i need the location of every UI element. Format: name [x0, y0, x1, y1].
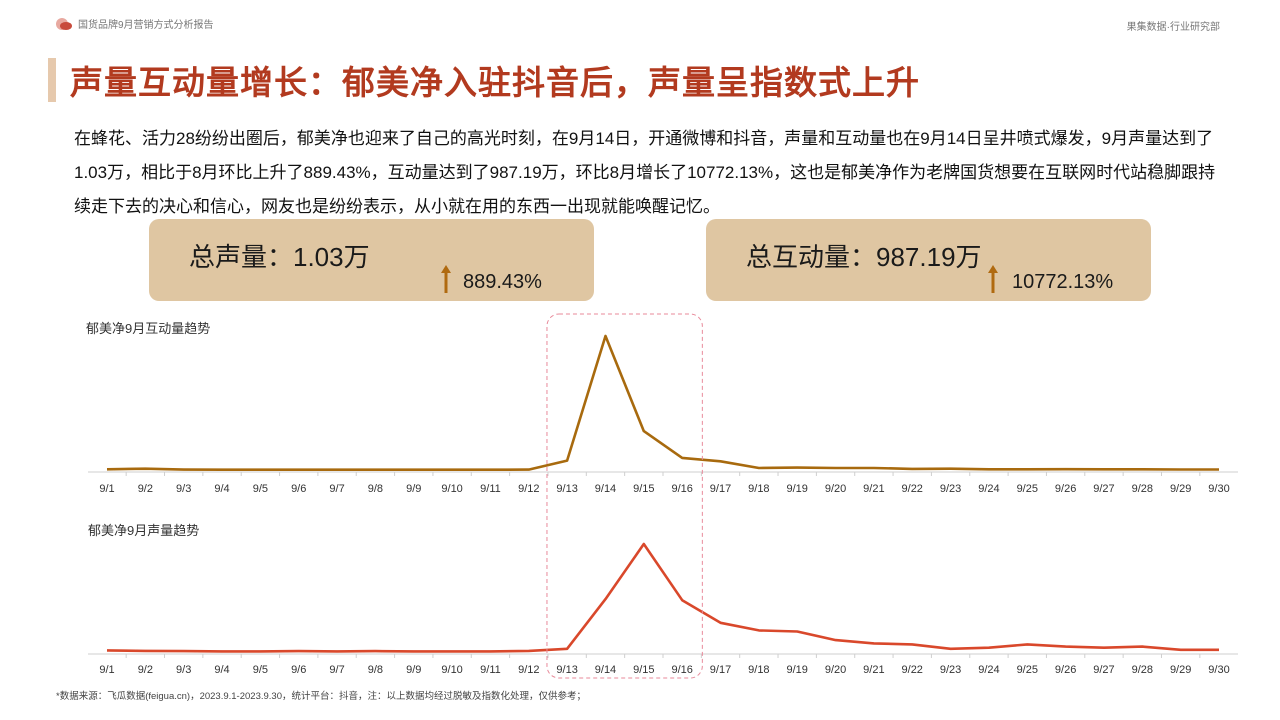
- x-tick-label: 9/8: [368, 664, 383, 676]
- x-tick-label: 9/14: [595, 664, 616, 676]
- x-tick-label: 9/25: [1017, 483, 1038, 495]
- kpi-card-volume: 总声量：1.03万 889.43%: [149, 219, 594, 301]
- kpi-interaction-label: 总互动量：987.19万: [746, 242, 982, 272]
- page-title: 声量互动量增长：郁美净入驻抖音后，声量呈指数式上升: [70, 64, 920, 101]
- x-tick-label: 9/13: [556, 483, 577, 495]
- x-tick-label: 9/9: [406, 664, 421, 676]
- x-tick-label: 9/2: [138, 664, 153, 676]
- x-tick-label: 9/27: [1093, 664, 1114, 676]
- x-tick-label: 9/19: [786, 664, 807, 676]
- x-tick-label: 9/2: [138, 483, 153, 495]
- x-tick-label: 9/14: [595, 483, 616, 495]
- x-tick-label: 9/10: [441, 483, 462, 495]
- chart-title-interaction: 郁美净9月互动量趋势: [86, 321, 211, 336]
- highlight-box: [546, 313, 703, 679]
- x-tick-label: 9/5: [253, 664, 268, 676]
- x-tick-label: 9/29: [1170, 483, 1191, 495]
- series-line-volume: [106, 542, 1219, 653]
- x-tick-label: 9/21: [863, 664, 884, 676]
- x-tick-label: 9/15: [633, 664, 654, 676]
- kpi-volume-change: 889.43%: [463, 271, 542, 293]
- x-tick-label: 9/30: [1208, 664, 1229, 676]
- x-tick-label: 9/16: [671, 483, 692, 495]
- x-tick-label: 9/25: [1017, 664, 1038, 676]
- x-tick-label: 9/1: [99, 664, 114, 676]
- arrow-up-icon: [988, 265, 998, 293]
- x-tick-label: 9/4: [214, 483, 229, 495]
- series-line-interaction: [106, 334, 1219, 472]
- x-tick-label: 9/23: [940, 664, 961, 676]
- x-tick-label: 9/18: [748, 664, 769, 676]
- x-tick-label: 9/18: [748, 483, 769, 495]
- x-tick-label: 9/20: [825, 483, 846, 495]
- brand-logo-icon: [56, 17, 72, 30]
- x-tick-label: 9/6: [291, 664, 306, 676]
- data-source-footnote: *数据来源：飞瓜数据(feigua.cn)，2023.9.1-2023.9.30…: [56, 691, 586, 702]
- kpi-card-interaction: 总互动量：987.19万 10772.13%: [706, 219, 1151, 301]
- x-tick-label: 9/17: [710, 483, 731, 495]
- x-tick-label: 9/3: [176, 664, 191, 676]
- title-accent-bar: [48, 58, 56, 102]
- x-tick-label: 9/7: [329, 483, 344, 495]
- x-tick-label: 9/24: [978, 483, 999, 495]
- kpi-interaction-change: 10772.13%: [1012, 271, 1114, 293]
- x-tick-label: 9/8: [368, 483, 383, 495]
- report-header: 国货品牌9月营销方式分析报告: [56, 16, 214, 31]
- x-tick-label: 9/3: [176, 483, 191, 495]
- x-tick-label: 9/20: [825, 664, 846, 676]
- x-tick-label: 9/13: [556, 664, 577, 676]
- x-tick-label: 9/4: [214, 664, 229, 676]
- report-title: 国货品牌9月营销方式分析报告: [78, 20, 214, 31]
- x-tick-label: 9/11: [480, 664, 501, 676]
- summary-paragraph: 在蜂花、活力28纷纷出圈后，郁美净也迎来了自己的高光时刻，在9月14日，开通微博…: [74, 129, 1216, 216]
- department-label: 果集数据·行业研究部: [1126, 22, 1220, 33]
- x-tick-label: 9/11: [480, 483, 501, 495]
- x-tick-label: 9/27: [1093, 483, 1114, 495]
- x-tick-label: 9/22: [902, 664, 923, 676]
- x-tick-label: 9/22: [902, 483, 923, 495]
- x-tick-label: 9/30: [1208, 483, 1229, 495]
- x-tick-label: 9/28: [1132, 664, 1153, 676]
- arrow-up-icon: [441, 265, 451, 293]
- x-tick-label: 9/6: [291, 483, 306, 495]
- x-tick-label: 9/28: [1132, 483, 1153, 495]
- x-tick-label: 9/29: [1170, 664, 1191, 676]
- x-tick-label: 9/7: [329, 664, 344, 676]
- x-tick-label: 9/1: [99, 483, 114, 495]
- x-tick-label: 9/19: [786, 483, 807, 495]
- x-tick-label: 9/23: [940, 483, 961, 495]
- x-tick-label: 9/16: [671, 664, 692, 676]
- x-tick-label: 9/24: [978, 664, 999, 676]
- x-tick-label: 9/15: [633, 483, 654, 495]
- x-tick-label: 9/26: [1055, 664, 1076, 676]
- x-tick-label: 9/10: [441, 664, 462, 676]
- x-tick-label: 9/21: [863, 483, 884, 495]
- x-tick-label: 9/26: [1055, 483, 1076, 495]
- x-tick-label: 9/12: [518, 483, 539, 495]
- x-tick-label: 9/5: [253, 483, 268, 495]
- kpi-volume-label: 总声量：1.03万: [189, 242, 370, 272]
- chart-title-volume: 郁美净9月声量趋势: [88, 523, 200, 538]
- x-tick-label: 9/17: [710, 664, 731, 676]
- x-tick-label: 9/12: [518, 664, 539, 676]
- x-tick-label: 9/9: [406, 483, 421, 495]
